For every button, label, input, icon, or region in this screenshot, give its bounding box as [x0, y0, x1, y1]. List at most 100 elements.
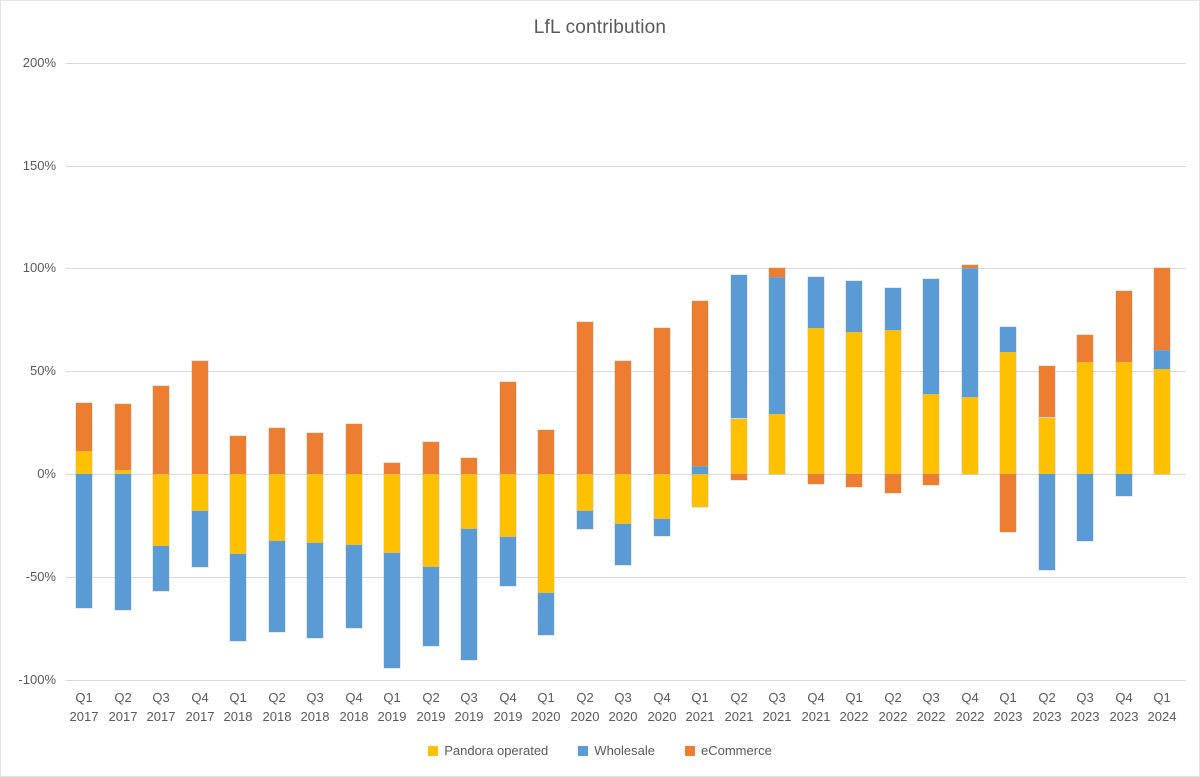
x-axis-category-label: Q2 2021: [724, 690, 754, 724]
x-axis-category-label: Q3 2023: [1070, 690, 1100, 724]
bar-segment-wholesale: [461, 528, 477, 661]
gridline: [66, 166, 1186, 167]
gridline: [66, 577, 1186, 578]
y-axis-tick-label: 150%: [22, 158, 56, 173]
bar-segment-ecommerce: [962, 265, 978, 269]
bar-segment-ecommerce: [192, 360, 208, 474]
legend: Pandora operated Wholesale eCommerce: [1, 743, 1199, 758]
x-axis-category-label: Q4 2023: [1109, 690, 1139, 724]
bar-segment-wholesale: [846, 280, 862, 333]
x-axis-category-label: Q4 2020: [647, 690, 677, 724]
bar-segment-wholesale: [962, 268, 978, 397]
bar-segment-pandora-operated: [384, 474, 400, 554]
bar-segment-ecommerce: [76, 403, 92, 452]
bar-segment-wholesale: [153, 546, 169, 592]
bar-segment-wholesale: [500, 536, 516, 586]
bar-segment-wholesale: [1154, 349, 1170, 370]
bar-segment-ecommerce: [615, 360, 631, 474]
gridline: [66, 268, 1186, 269]
bar-segment-ecommerce: [577, 321, 593, 474]
bar-segment-pandora-operated: [307, 474, 323, 543]
x-axis-category-label: Q3 2019: [454, 690, 484, 724]
bar-segment-wholesale: [76, 474, 92, 608]
x-axis-category-label: Q1 2023: [993, 690, 1023, 724]
bar-segment-pandora-operated: [346, 474, 362, 545]
bar-segment-wholesale: [269, 540, 285, 633]
bar-segment-wholesale: [1039, 474, 1055, 570]
bar-segment-ecommerce: [384, 462, 400, 474]
bar-segment-wholesale: [692, 465, 708, 474]
bar-segment-wholesale: [1000, 327, 1016, 352]
bar-segment-pandora-operated: [692, 474, 708, 507]
bar-segment-pandora-operated: [1000, 351, 1016, 474]
bar-segment-pandora-operated: [962, 396, 978, 474]
bar-segment-ecommerce: [808, 474, 824, 485]
bar-segment-wholesale: [654, 519, 670, 536]
y-axis-tick-label: 200%: [22, 55, 56, 70]
bar-segment-ecommerce: [1000, 474, 1016, 532]
legend-item: Pandora operated: [428, 743, 548, 758]
x-axis-category-label: Q2 2022: [878, 690, 908, 724]
bar-segment-ecommerce: [461, 457, 477, 474]
bar-segment-pandora-operated: [923, 393, 939, 474]
bar-segment-ecommerce: [153, 385, 169, 474]
bar-segment-wholesale: [1116, 474, 1132, 496]
bar-segment-pandora-operated: [1116, 361, 1132, 474]
legend-label: Pandora operated: [444, 743, 549, 758]
x-axis-category-label: Q4 2022: [955, 690, 985, 724]
bar-segment-pandora-operated: [423, 474, 439, 567]
bar-segment-ecommerce: [115, 404, 131, 470]
x-axis-category-label: Q1 2020: [531, 690, 561, 724]
bar-segment-wholesale: [423, 566, 439, 646]
y-axis-tick-label: -100%: [18, 672, 56, 687]
bar-segment-ecommerce: [731, 474, 747, 481]
legend-item: Wholesale: [578, 743, 655, 758]
bar-segment-pandora-operated: [654, 474, 670, 520]
bar-segment-wholesale: [538, 593, 554, 636]
bar-segment-pandora-operated: [115, 469, 131, 474]
bar-segment-ecommerce: [307, 432, 323, 474]
x-axis-category-label: Q4 2017: [185, 690, 215, 724]
bar-segment-wholesale: [615, 524, 631, 566]
x-axis-category-label: Q4 2021: [801, 690, 831, 724]
bar-segment-ecommerce: [885, 474, 901, 493]
x-axis-category-label: Q2 2018: [262, 690, 292, 724]
x-axis-category-label: Q3 2017: [146, 690, 176, 724]
gridline: [66, 63, 1186, 64]
bar-segment-pandora-operated: [76, 451, 92, 474]
bar-segment-wholesale: [192, 511, 208, 567]
bar-segment-wholesale: [885, 287, 901, 330]
bar-segment-pandora-operated: [1077, 361, 1093, 474]
bar-segment-ecommerce: [1116, 291, 1132, 362]
bar-segment-pandora-operated: [269, 474, 285, 541]
x-axis-category-label: Q3 2021: [762, 690, 792, 724]
bar-segment-wholesale: [384, 553, 400, 669]
legend-color-swatch-icon: [685, 745, 695, 756]
y-axis-tick-label: 100%: [22, 260, 56, 275]
bar-segment-pandora-operated: [192, 474, 208, 511]
bar-segment-ecommerce: [269, 427, 285, 474]
bar-segment-wholesale: [731, 274, 747, 419]
bar-segment-ecommerce: [423, 442, 439, 474]
x-axis-category-label: Q3 2020: [608, 690, 638, 724]
bar-segment-wholesale: [230, 554, 246, 641]
bar-segment-ecommerce: [846, 474, 862, 488]
legend-color-swatch-icon: [578, 745, 589, 756]
chart-title: LfL contribution: [533, 17, 667, 38]
bar-segment-wholesale: [577, 511, 593, 529]
bar-segment-ecommerce: [1039, 366, 1055, 418]
x-axis-category-label: Q2 2019: [416, 690, 446, 724]
x-axis-category-label: Q3 2022: [916, 690, 946, 724]
bar-segment-ecommerce: [1154, 268, 1170, 350]
bar-segment-pandora-operated: [500, 474, 516, 537]
legend-label: eCommerce: [701, 743, 772, 758]
bar-segment-ecommerce: [923, 474, 939, 486]
x-axis-category-label: Q2 2020: [570, 690, 600, 724]
bar-segment-ecommerce: [654, 328, 670, 474]
bar-segment-pandora-operated: [731, 418, 747, 474]
bar-segment-ecommerce: [346, 423, 362, 474]
y-axis-tick-label: -50%: [25, 569, 56, 584]
bar-segment-pandora-operated: [885, 330, 901, 474]
legend-color-swatch-icon: [428, 745, 439, 756]
